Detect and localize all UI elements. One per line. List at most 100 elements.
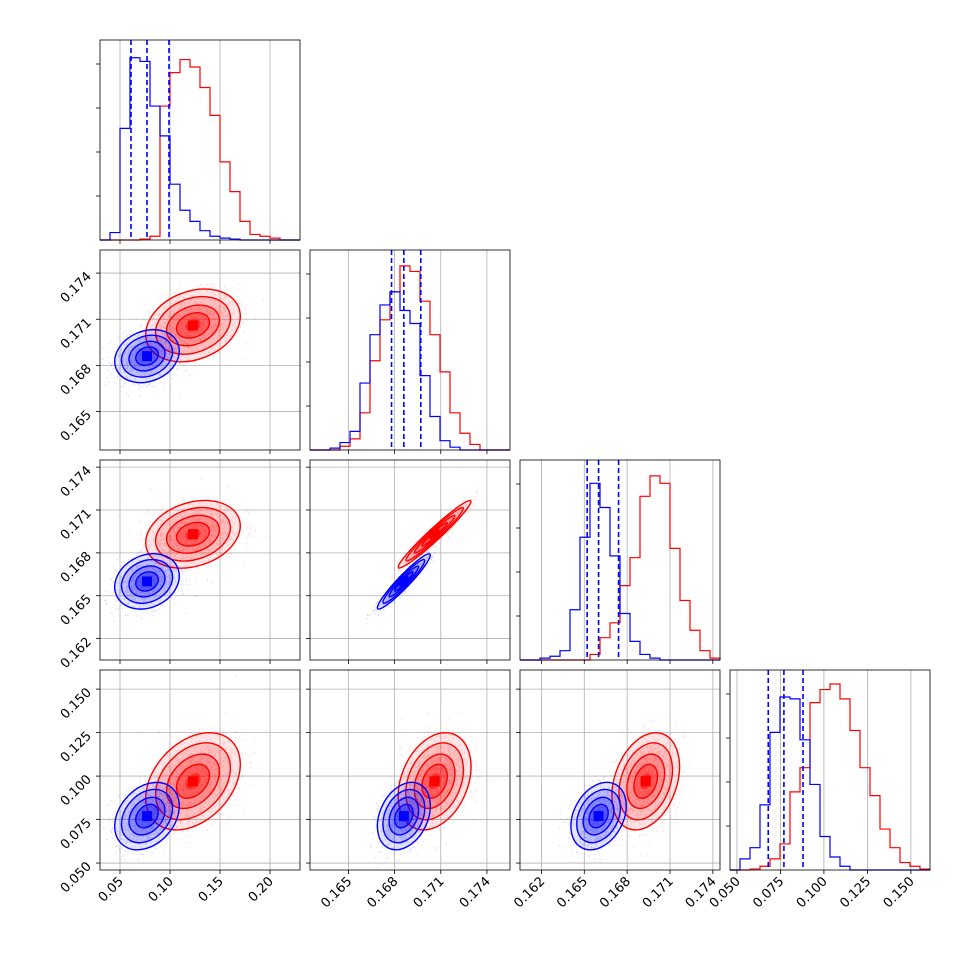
- scatter-panel-3-2-contour-blue-0: [570, 781, 627, 851]
- scatter-panel-2-1-peak-blue: [398, 576, 409, 587]
- hist-panel-0-frame: [99, 39, 301, 241]
- scatter-panel-1-0-contour-blue-3: [135, 346, 159, 367]
- scatter-panel-3-2-peak-red: [640, 776, 651, 787]
- scatter-panel-3-2-contour-red-2: [626, 753, 666, 810]
- scatter-panel-1-0-content: [101, 273, 264, 397]
- scatter-panel-3-1-xtick-label-2: 0.171: [411, 874, 448, 911]
- hist-panel-1-hist-blue: [310, 291, 510, 451]
- scatter-panel-3-2-frame: [519, 669, 721, 871]
- scatter-panel-1-0-peak-blue: [142, 351, 152, 362]
- hist-panel-3: 0.050 0.075 0.100 0.125 0.150: [707, 669, 931, 911]
- scatter-panel-2-0-peak-blue: [142, 576, 152, 587]
- scatter-panel-1-0-ytick-label-3: 0.174: [58, 269, 95, 306]
- scatter-panel-1-0-grid: [100, 250, 300, 450]
- scatter-panel-3-1: 0.165 0.168 0.171 0.174: [306, 669, 511, 911]
- scatter-panel-1-0-ytick-label-2: 0.171: [58, 315, 95, 352]
- scatter-panel-3-2-contour-red-0: [611, 731, 681, 831]
- hist-panel-3-hist-blue: [730, 696, 930, 871]
- scatter-panel-1-0: 0.165 0.168 0.171 0.174: [58, 249, 301, 454]
- hist-panel-1-grid: [348, 250, 488, 450]
- hist-panel-2: [516, 459, 721, 664]
- scatter-panel-3-1-peak-red: [429, 776, 440, 787]
- scatter-panel-1-0-contour-red-3: [175, 311, 211, 339]
- scatter-panel-3-1-contour-red-0: [397, 731, 472, 831]
- scatter-panel-1-0-peak-red: [188, 320, 198, 331]
- scatter-panel-1-0-ytick-label-0: 0.165: [58, 408, 95, 445]
- scatter-panel-2-0-contour-red-0: [144, 499, 241, 569]
- hist-panel-3-xtick-label-2: 0.100: [794, 874, 831, 911]
- scatter-panel-3-0-frame: [99, 669, 301, 871]
- scatter-panel-3-0-peak-blue: [142, 811, 152, 822]
- scatter-panel-2-0-ytick-label-0: 0.162: [58, 635, 95, 672]
- scatter-panel-2-0-grid: [100, 460, 300, 660]
- scatter-panel-3-0-contour-blue-2: [128, 796, 166, 836]
- hist-panel-2-grid: [541, 460, 714, 660]
- scatter-panel-3-0-ytick-label-1: 0.075: [58, 816, 95, 853]
- scatter-panel-3-0-xtick-label-0: 0.05: [96, 874, 127, 905]
- scatter-panel-3-1-xtick-label-3: 0.174: [457, 874, 494, 911]
- scatter-panel-2-0-ytick-label-3: 0.171: [58, 506, 95, 543]
- scatter-panel-3-1-content: [369, 701, 492, 868]
- scatter-panel-1-0-contour-red-2: [165, 304, 221, 347]
- scatter-panel-3-1-contour-red-3: [421, 763, 449, 799]
- scatter-panel-3-1-xtick-label-0: 0.165: [318, 874, 355, 911]
- hist-panel-2-hist-blue: [520, 482, 720, 661]
- hist-panel-3-hist-red: [730, 683, 931, 871]
- scatter-panel-1-0-frame: [99, 249, 301, 451]
- scatter-panel-3-1-contour-red-1: [405, 742, 465, 821]
- hist-panel-3-xtick-label-1: 0.075: [750, 874, 787, 911]
- scatter-panel-3-0-contour-blue-1: [120, 788, 174, 844]
- scatter-panel-2-1-grid: [310, 460, 510, 660]
- scatter-panel-3-2-contour-red-3: [633, 763, 659, 799]
- scatter-panel-3-0-xtick-label-2: 0.15: [196, 874, 227, 905]
- scatter-panel-3-2-xtick-label-2: 0.168: [597, 874, 634, 911]
- scatter-panel-1-0-contour-blue-2: [128, 340, 166, 372]
- scatter-panel-3-0-scatter-red: [126, 675, 267, 852]
- scatter-panel-2-0-frame: [99, 459, 301, 661]
- hist-panel-0-grid: [119, 40, 271, 240]
- scatter-panel-2-0-peak-red: [188, 529, 198, 540]
- scatter-panel-2-0-contour-red-1: [154, 506, 232, 562]
- scatter-panel-3-1-grid: [310, 670, 510, 870]
- scatter-panel-3-2-contour-blue-3: [588, 803, 609, 829]
- scatter-panel-3-0-xtick-label-1: 0.10: [146, 874, 177, 905]
- scatter-panel-3-1-contour-blue-0: [376, 781, 432, 851]
- scatter-panel-3-0-contour-blue-0: [114, 781, 180, 851]
- scatter-panel-3-0-xtick-label-3: 0.20: [246, 874, 277, 905]
- hist-panel-1: [306, 249, 511, 454]
- scatter-panel-1-0-contour-blue-0: [114, 328, 180, 384]
- hist-panel-1-frame: [309, 249, 511, 451]
- scatter-panel-3-0-ytick-label-0: 0.050: [58, 859, 95, 896]
- scatter-panel-3-0-ytick-label-2: 0.100: [58, 772, 95, 809]
- scatter-panel-3-2-contour-red-1: [618, 742, 674, 821]
- scatter-panel-2-0-ytick-label-2: 0.168: [58, 549, 95, 586]
- scatter-panel-3-0-ytick-label-4: 0.150: [58, 685, 95, 722]
- scatter-panel-3-2-grid: [520, 670, 720, 870]
- scatter-panel-3-0-peak-red: [188, 776, 198, 787]
- hist-panel-3-xtick-label-3: 0.125: [837, 874, 874, 911]
- scatter-panel-3-2-xtick-label-1: 0.165: [554, 874, 591, 911]
- scatter-panel-3-1-contour-blue-1: [382, 788, 426, 844]
- scatter-panel-3-0-contour-blue-3: [135, 803, 159, 829]
- scatter-panel-3-1-contour-blue-2: [388, 796, 420, 836]
- scatter-panel-3-0-contour-red-1: [154, 742, 232, 821]
- hist-panel-3-frame: [729, 669, 931, 871]
- scatter-panel-2-1: [306, 459, 511, 664]
- scatter-panel-2-0-content: [104, 478, 267, 623]
- scatter-panel-2-0-contour-blue-3: [135, 571, 159, 592]
- scatter-panel-3-1-contour-blue-3: [393, 803, 414, 829]
- scatter-panel-3-0-ytick-label-3: 0.125: [58, 729, 95, 766]
- scatter-panel-1-0-contour-blue-1: [120, 334, 174, 378]
- hist-panel-2-frame: [519, 459, 721, 661]
- scatter-panel-2-0: 0.162 0.165 0.168 0.171 0.174: [58, 459, 301, 672]
- scatter-panel-3-2-contour-blue-2: [582, 796, 615, 836]
- hist-panel-3-grid: [736, 670, 912, 870]
- scatter-panel-2-0-contour-blue-0: [114, 553, 180, 610]
- scatter-panel-1-0-ytick-label-1: 0.168: [58, 362, 95, 399]
- scatter-panel-3-1-xtick-label-1: 0.168: [365, 874, 402, 911]
- scatter-panel-3-2-peak-blue: [593, 811, 604, 822]
- hist-panel-0-hist-red: [100, 58, 300, 241]
- scatter-panel-3-0-contour-red-3: [175, 763, 211, 799]
- scatter-panel-2-0-ytick-label-4: 0.174: [58, 463, 95, 500]
